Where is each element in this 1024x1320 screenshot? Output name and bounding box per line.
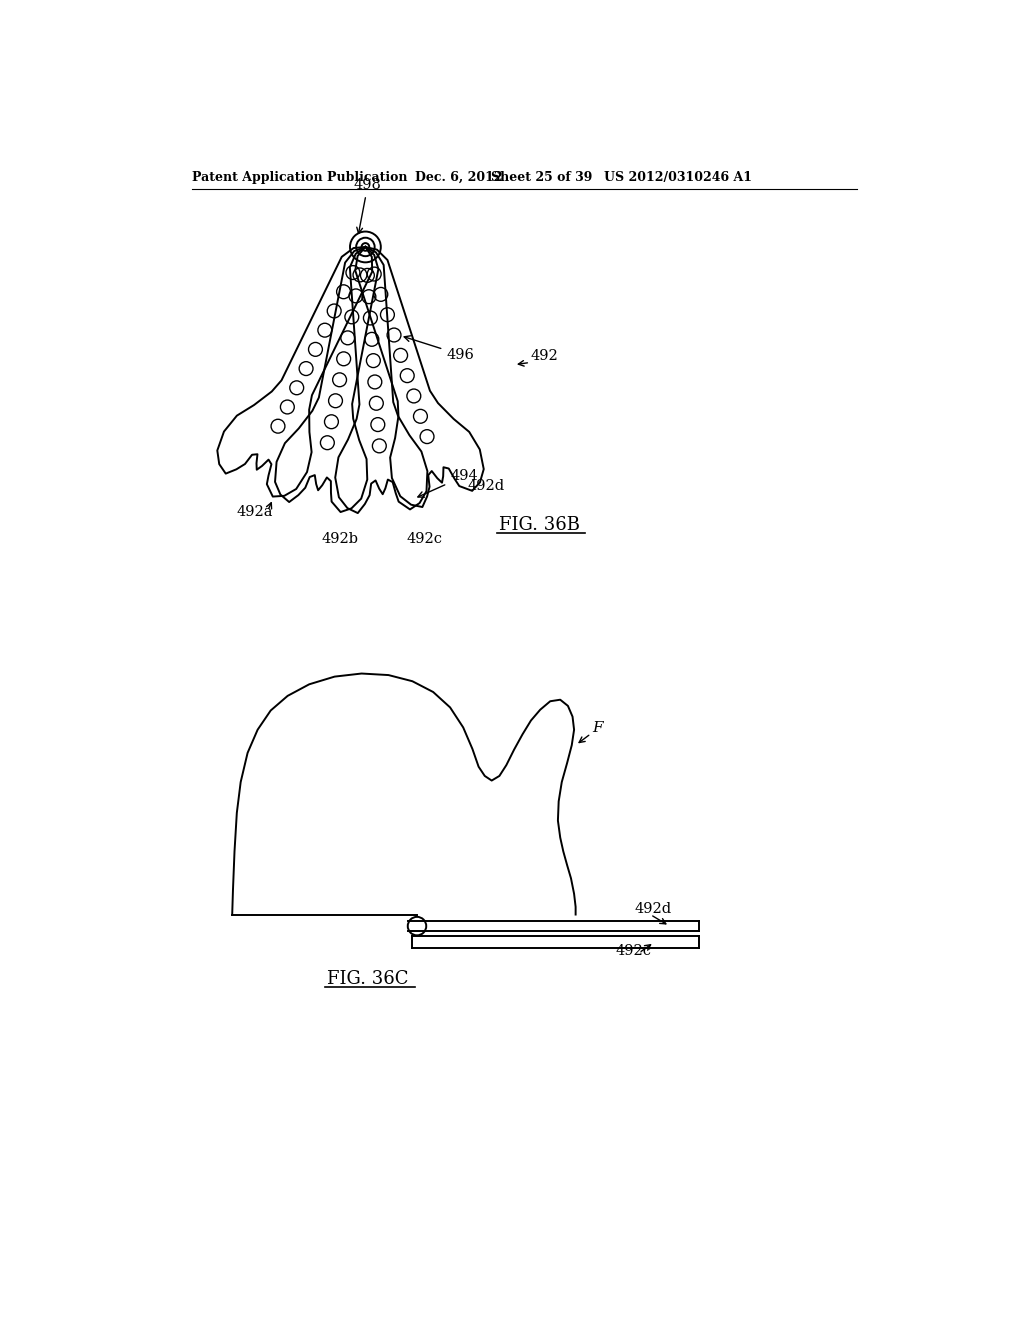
Text: 492c: 492c xyxy=(407,532,442,546)
Text: FIG. 36C: FIG. 36C xyxy=(327,970,409,987)
Text: 494: 494 xyxy=(418,470,478,498)
Text: 492: 492 xyxy=(531,350,559,363)
Text: 492d: 492d xyxy=(468,479,505,492)
Text: 498: 498 xyxy=(354,178,382,234)
Text: US 2012/0310246 A1: US 2012/0310246 A1 xyxy=(604,172,752,185)
Text: 492d: 492d xyxy=(635,902,672,916)
Text: 496: 496 xyxy=(404,335,474,362)
Text: 492b: 492b xyxy=(322,532,358,546)
Text: Sheet 25 of 39: Sheet 25 of 39 xyxy=(490,172,592,185)
Text: Patent Application Publication: Patent Application Publication xyxy=(193,172,408,185)
Text: 492c: 492c xyxy=(615,944,651,958)
Text: F: F xyxy=(593,721,603,735)
Text: Dec. 6, 2012: Dec. 6, 2012 xyxy=(416,172,503,185)
Text: 492a: 492a xyxy=(237,506,273,520)
Text: FIG. 36B: FIG. 36B xyxy=(499,516,580,533)
